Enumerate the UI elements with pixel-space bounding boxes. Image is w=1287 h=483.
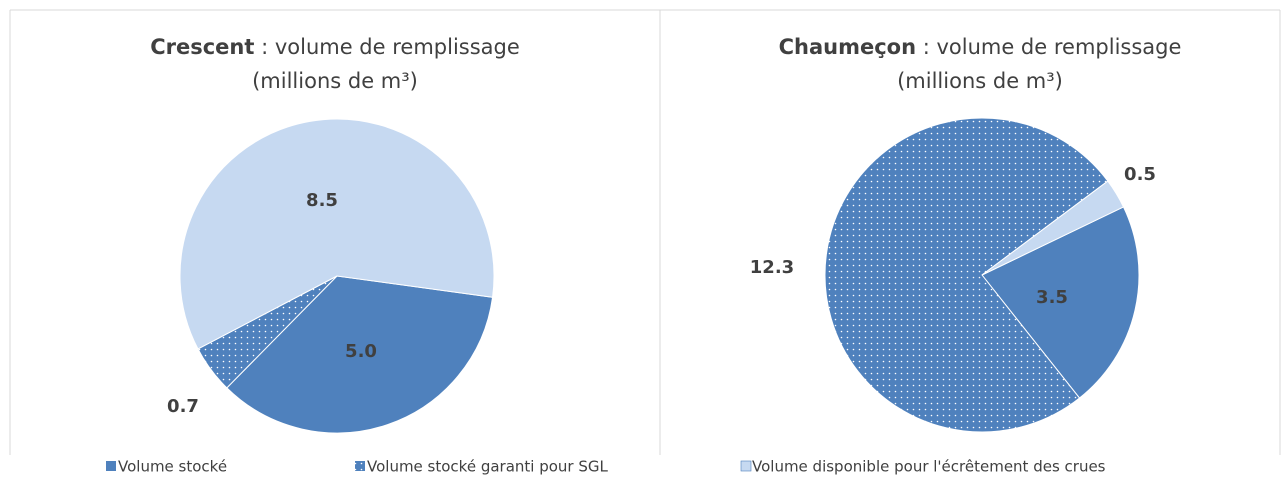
- title-text: : volume de remplissage: [254, 35, 519, 59]
- legend-marker: [740, 460, 752, 472]
- pie-slice: [981, 180, 1125, 276]
- pie-slice: [981, 206, 1140, 399]
- chart-subtitle: (millions de m³): [897, 69, 1063, 93]
- pie-slice: [226, 275, 494, 434]
- data-label: 0.5: [1124, 164, 1156, 185]
- title-name: Crescent: [150, 35, 254, 59]
- chart-title: Chaumeçon : volume de remplissage: [779, 35, 1182, 59]
- title-name: Chaumeçon: [779, 35, 916, 59]
- chart-subtitle: (millions de m³): [252, 69, 418, 93]
- legend-label: Volume disponible pour l'écrêtement des …: [752, 458, 1106, 476]
- legend-marker: [355, 461, 365, 471]
- chart-title: Crescent : volume de remplissage: [150, 35, 520, 59]
- legend-label: Volume stocké garanti pour SGL: [367, 458, 609, 476]
- data-label: 0.7: [167, 396, 199, 417]
- legend-marker: [106, 461, 116, 471]
- data-label: 5.0: [345, 341, 377, 362]
- data-label: 12.3: [750, 257, 794, 278]
- title-text: : volume de remplissage: [916, 35, 1181, 59]
- data-label: 8.5: [306, 190, 338, 211]
- legend-label: Volume stocké: [118, 458, 227, 476]
- data-label: 3.5: [1036, 287, 1068, 308]
- pie-slice: [824, 117, 1109, 433]
- pie-slice: [179, 118, 495, 350]
